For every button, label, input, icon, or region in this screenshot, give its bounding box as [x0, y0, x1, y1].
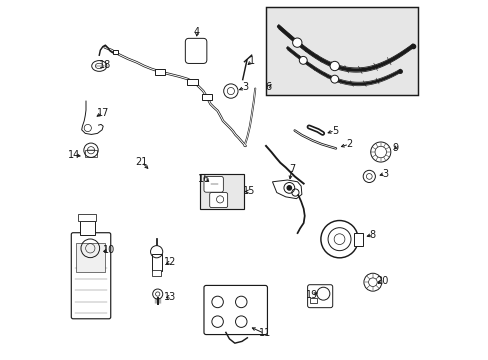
Text: 19: 19 — [305, 291, 317, 301]
Ellipse shape — [95, 63, 103, 69]
Text: 3: 3 — [381, 168, 387, 179]
FancyBboxPatch shape — [203, 285, 267, 334]
Text: 10: 10 — [102, 245, 115, 255]
Bar — [199, 174, 244, 210]
Text: 2: 2 — [346, 139, 352, 149]
Circle shape — [292, 38, 301, 47]
Ellipse shape — [92, 60, 106, 71]
Bar — [78, 215, 96, 221]
Text: 14: 14 — [68, 150, 80, 160]
Bar — [155, 69, 165, 75]
Text: 18: 18 — [99, 60, 111, 70]
Circle shape — [286, 186, 291, 190]
Text: 17: 17 — [97, 108, 109, 118]
Text: 9: 9 — [392, 143, 398, 153]
Bar — [151, 254, 162, 271]
Bar — [152, 270, 161, 276]
Text: 16: 16 — [198, 174, 210, 184]
Bar — [113, 50, 117, 54]
Bar — [310, 298, 316, 303]
FancyBboxPatch shape — [71, 233, 110, 319]
Text: 11: 11 — [258, 328, 270, 338]
Text: 4: 4 — [193, 27, 200, 37]
Text: 12: 12 — [164, 257, 176, 267]
Text: 1: 1 — [249, 56, 255, 66]
Circle shape — [329, 61, 339, 71]
Bar — [76, 243, 104, 272]
Bar — [187, 78, 197, 85]
Text: 6: 6 — [265, 82, 271, 92]
Polygon shape — [272, 180, 301, 199]
Text: 5: 5 — [331, 126, 337, 135]
Bar — [80, 221, 94, 234]
FancyBboxPatch shape — [203, 176, 223, 192]
FancyBboxPatch shape — [307, 285, 332, 308]
Text: 8: 8 — [369, 230, 375, 239]
Text: 7: 7 — [288, 163, 294, 174]
Text: 13: 13 — [164, 292, 176, 302]
Circle shape — [330, 75, 338, 83]
Bar — [202, 94, 211, 100]
Text: 21: 21 — [135, 157, 147, 167]
FancyBboxPatch shape — [209, 193, 227, 208]
Text: 3: 3 — [242, 82, 248, 93]
Circle shape — [299, 57, 306, 64]
Bar — [265, 7, 418, 95]
Bar — [84, 150, 97, 157]
Bar — [353, 233, 362, 246]
Text: 15: 15 — [242, 186, 254, 197]
FancyBboxPatch shape — [185, 39, 206, 63]
Text: 20: 20 — [375, 276, 387, 286]
